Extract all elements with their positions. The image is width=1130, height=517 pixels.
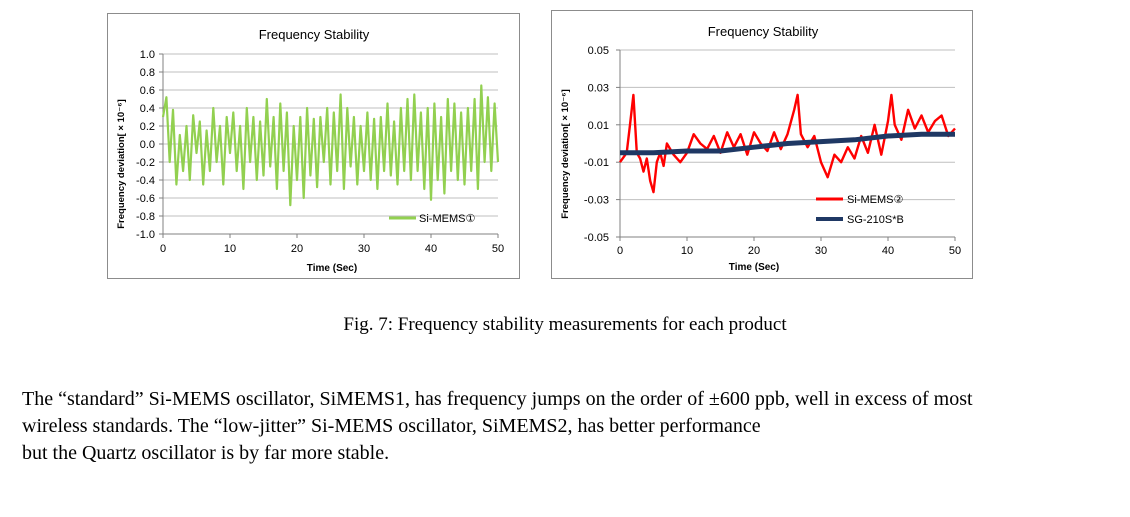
chart1-ytick-label: -1.0 [136, 229, 155, 241]
chart1-xtick-label: 50 [492, 243, 504, 255]
chart2-ytick-label: -0.05 [584, 232, 609, 244]
chart2-xtick-label: 30 [815, 245, 827, 257]
chart1-legend: Si-MEMS① [389, 213, 475, 225]
chart1-ytick-label: 0.0 [140, 139, 155, 151]
chart2-ytick-label: -0.03 [584, 195, 609, 207]
chart1-ytick-label: 0.4 [140, 103, 155, 115]
chart1-x-axis-label: Time (Sec) [307, 263, 357, 274]
chart1-ytick-label: -0.2 [136, 157, 155, 169]
chart1-series [161, 84, 500, 207]
chart1-gridlines [163, 53, 498, 235]
chart2-series [619, 93, 956, 194]
chart1-ytick-label: 0.6 [140, 85, 155, 97]
chart2-ytick-label: -0.01 [584, 157, 609, 169]
chart2-y-axis-label: Frequency deviation[ × 10⁻⁶] [560, 89, 571, 219]
chart1-ytick-label: 1.0 [140, 49, 155, 61]
chart1-svg: Frequency Stability 1.0 0.8 0.6 0.4 0.2 0.0 -0… [116, 27, 504, 274]
chart2-legend-label-mems2: Si-MEMS② [847, 194, 903, 206]
chart2-axes: 0.05 0.03 0.01 -0.01 -0.03 -0.05 0 10 20 30 40 50 [584, 45, 961, 257]
chart2-legend: Si-MEMS② SG-210S*B [816, 194, 904, 226]
chart1-axes: 1.0 0.8 0.6 0.4 0.2 0.0 -0.2 -0.4 -0.6 -0.8 -1.0 0 1… [136, 49, 504, 255]
chart2-xtick-label: 0 [617, 245, 623, 257]
chart2-ytick-label: 0.05 [588, 45, 609, 57]
chart2-legend-label-sg210: SG-210S*B [847, 214, 904, 226]
paragraph-line-3: but the Quartz oscillator is by far more… [22, 442, 390, 464]
chart1-xtick-label: 0 [160, 243, 166, 255]
chart2-xtick-label: 40 [882, 245, 894, 257]
chart2-svg: Frequency Stability 0.05 0.03 0.01 -0.01 -0.… [560, 24, 961, 273]
chart2-xtick-label: 10 [681, 245, 693, 257]
chart1-ytick-label: -0.6 [136, 193, 155, 205]
chart2-series-line-1 [619, 93, 956, 194]
chart1-ytick-label: -0.4 [136, 175, 155, 187]
chart1-title: Frequency Stability [259, 27, 370, 42]
chart1-ytick-label: 0.8 [140, 67, 155, 79]
paragraph-line-1: The “standard” Si-MEMS oscillator, SiMEM… [22, 388, 973, 410]
chart2-xtick-label: 20 [748, 245, 760, 257]
chart2-xtick-label: 50 [949, 245, 961, 257]
paragraph-line-2: wireless standards. The “low-jitter” Si-… [22, 415, 761, 437]
chart2-ytick-label: 0.01 [588, 120, 609, 132]
chart1-series-line-1 [161, 84, 500, 207]
chart1-legend-label: Si-MEMS① [419, 213, 475, 225]
chart1-xtick-label: 40 [425, 243, 437, 255]
chart-frequency-stability-mems1: Frequency Stability 1.0 0.8 0.6 0.4 0.2 0.0 -0… [107, 13, 520, 279]
chart1-ytick-label: -0.8 [136, 211, 155, 223]
chart1-xtick-label: 20 [291, 243, 303, 255]
chart2-ytick-label: 0.03 [588, 82, 609, 94]
chart1-y-axis-label: Frequency deviation[ × 10⁻⁶] [116, 99, 127, 229]
body-paragraph: The “standard” Si-MEMS oscillator, SiMEM… [22, 386, 1122, 467]
chart2-series-line-2 [620, 131, 955, 156]
chart1-ytick-label: 0.2 [140, 121, 155, 133]
chart1-xtick-label: 30 [358, 243, 370, 255]
chart1-xtick-label: 10 [224, 243, 236, 255]
chart2-x-axis-label: Time (Sec) [729, 262, 779, 273]
chart2-title: Frequency Stability [708, 24, 819, 39]
figure-caption: Fig. 7: Frequency stability measurements… [343, 314, 787, 335]
chart-frequency-stability-mems2: Frequency Stability 0.05 0.03 0.01 -0.01 -0.… [551, 10, 973, 279]
